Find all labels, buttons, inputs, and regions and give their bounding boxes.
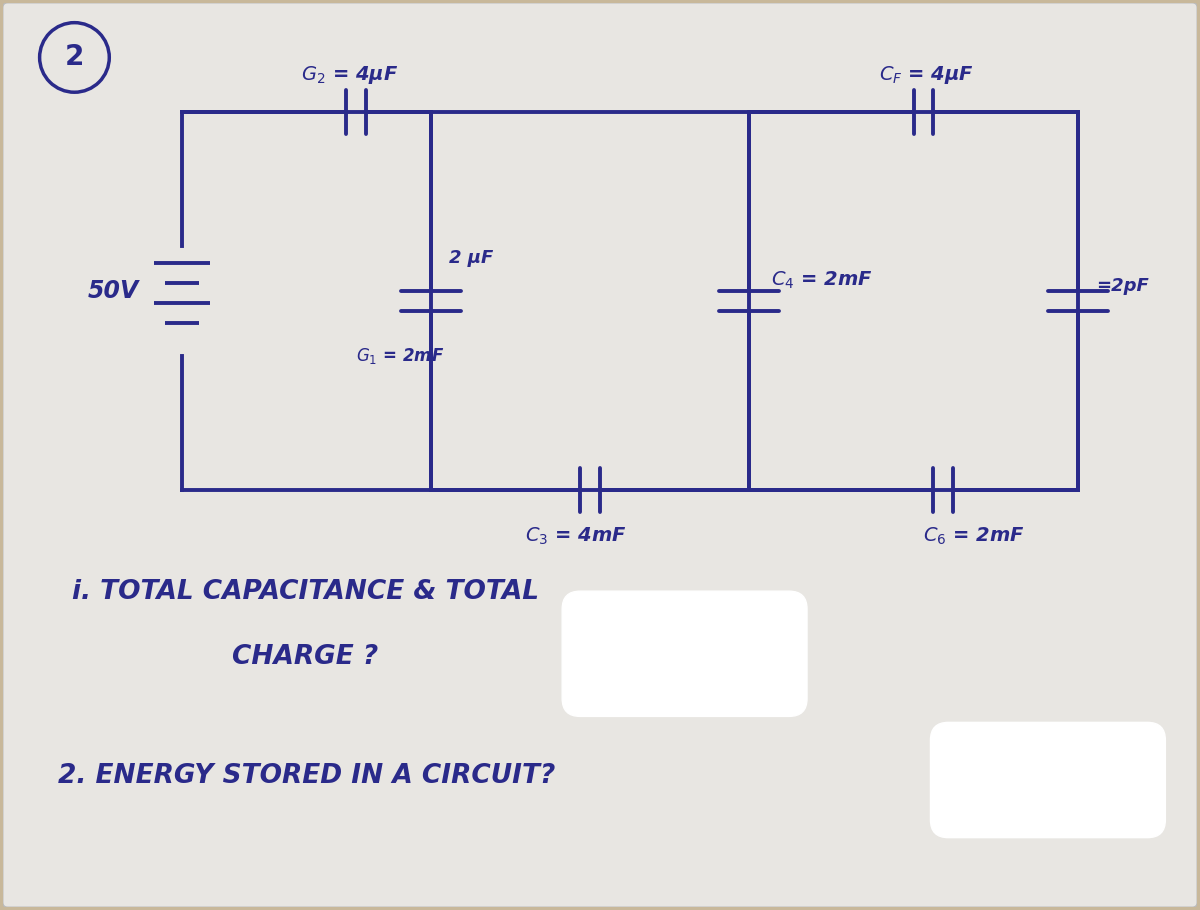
Text: $G_2$ = 4μF: $G_2$ = 4μF [301, 65, 398, 86]
Text: $C_4$ = 2mF: $C_4$ = 2mF [772, 270, 872, 291]
FancyBboxPatch shape [930, 723, 1165, 837]
Text: 2 μF: 2 μF [449, 249, 493, 268]
FancyBboxPatch shape [2, 3, 1198, 907]
Text: CHARGE ?: CHARGE ? [232, 643, 378, 670]
Text: 2. ENERGY STORED IN A CIRCUIT?: 2. ENERGY STORED IN A CIRCUIT? [58, 763, 554, 789]
Text: $C_3$ = 4mF: $C_3$ = 4mF [526, 525, 628, 547]
Text: $C_6$ = 2mF: $C_6$ = 2mF [924, 525, 1025, 547]
Text: i. TOTAL CAPACITANCE & TOTAL: i. TOTAL CAPACITANCE & TOTAL [72, 579, 540, 605]
Text: $G_1$ = 2mF: $G_1$ = 2mF [356, 346, 444, 366]
Text: $C_F$ = 4μF: $C_F$ = 4μF [878, 65, 973, 86]
Text: =2pF: =2pF [1096, 277, 1148, 295]
FancyBboxPatch shape [562, 592, 808, 716]
Text: 50V: 50V [88, 279, 139, 303]
Text: 2: 2 [65, 44, 84, 72]
